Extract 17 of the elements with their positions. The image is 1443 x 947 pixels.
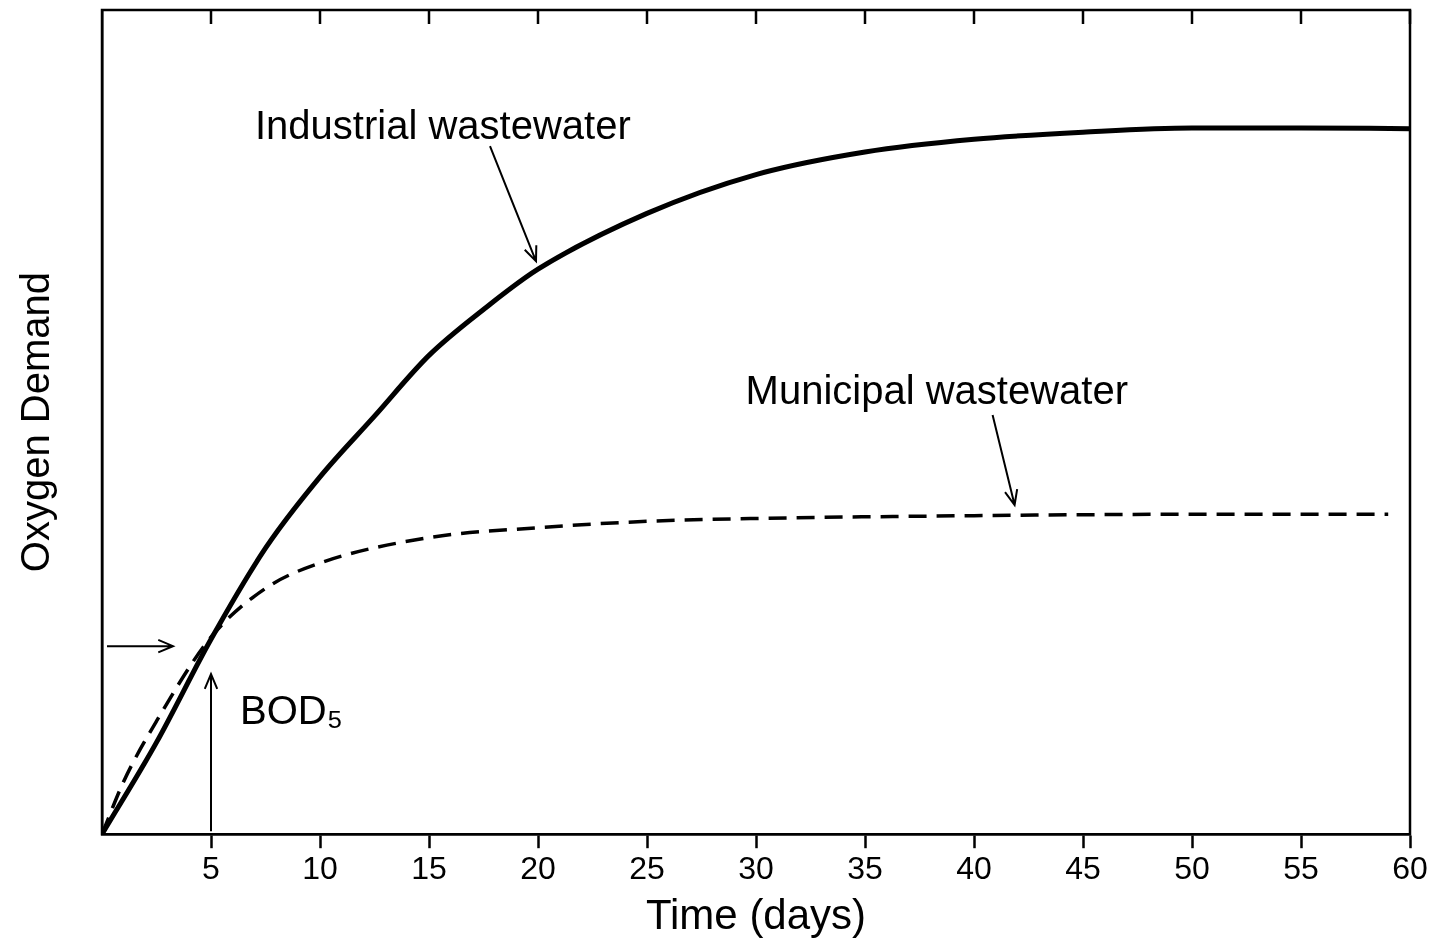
x-tick-label: 5: [202, 850, 220, 887]
x-tick-label: 45: [1065, 850, 1101, 887]
x-axis-title: Time (days): [645, 891, 867, 939]
annotation: BOD₅: [240, 688, 343, 733]
x-tick-label: 55: [1283, 850, 1319, 887]
annotation: Municipal wastewater: [745, 367, 1128, 412]
x-tick-label: 50: [1174, 850, 1210, 887]
annotation: Industrial wastewater: [255, 103, 631, 148]
x-tick-label: 10: [302, 850, 338, 887]
x-tick-label: 40: [956, 850, 992, 887]
x-tick-label: 20: [520, 850, 556, 887]
x-tick-label: 60: [1392, 850, 1428, 887]
x-tick-label: 35: [847, 850, 883, 887]
x-tick-label: 15: [411, 850, 447, 887]
x-tick-label: 30: [738, 850, 774, 887]
y-axis-title: Oxygen Demand: [13, 272, 58, 573]
x-tick-label: 25: [629, 850, 665, 887]
